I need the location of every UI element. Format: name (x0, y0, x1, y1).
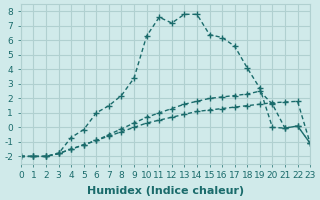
X-axis label: Humidex (Indice chaleur): Humidex (Indice chaleur) (87, 186, 244, 196)
